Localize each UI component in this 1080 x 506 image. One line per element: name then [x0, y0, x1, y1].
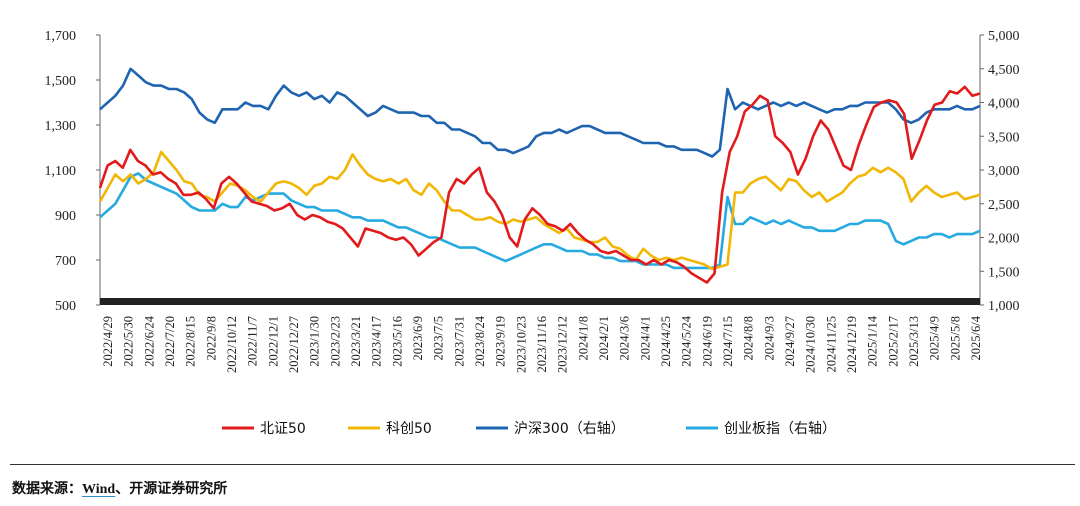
source-suffix: 、开源证券研究所: [115, 481, 228, 497]
source-note: 数据来源：Wind、开源证券研究所: [12, 478, 227, 498]
left-y-tick-label: 900: [55, 209, 76, 224]
x-tick-label: 2024/9/3: [762, 316, 776, 360]
x-tick-label: 2024/8/8: [742, 316, 756, 360]
x-tick-label: 2023/9/19: [494, 316, 508, 367]
x-tick-label: 2025/5/8: [948, 316, 962, 360]
left-y-axis: 500 700 900 1,100 1,300 1,500 1,700: [45, 29, 100, 314]
x-tick-label: 2022/5/30: [122, 316, 136, 367]
left-y-tick-label: 1,700: [45, 29, 77, 44]
series-line-1: [98, 150, 981, 271]
x-tick-label: 2024/4/1: [638, 316, 652, 360]
x-tick-label: 2023/2/23: [328, 316, 342, 367]
legend-label: 创业板指（右轴）: [724, 421, 836, 437]
x-tick-label: 2022/9/8: [204, 316, 218, 360]
line-chart: 500 700 900 1,100 1,300 1,500 1,700 1,000 1,500…: [45, 29, 1020, 437]
series-layer: [98, 67, 981, 284]
x-tick-label: 2023/10/23: [514, 316, 528, 373]
x-tick-label: 2023/5/16: [390, 316, 404, 367]
legend-label: 沪深300（右轴）: [514, 421, 625, 437]
left-y-tick-label: 500: [55, 299, 76, 314]
x-tick-label: 2022/6/24: [142, 315, 156, 366]
x-tick-label: 2022/4/29: [101, 316, 115, 367]
legend-label: 科创50: [386, 421, 432, 437]
x-tick-label: 2024/12/19: [845, 316, 859, 373]
x-tick-label: 2024/5/24: [680, 315, 694, 366]
x-tick-label: 2023/12/12: [556, 316, 570, 373]
x-tick-label: 2023/7/5: [432, 316, 446, 360]
x-axis-date-band: [100, 298, 980, 305]
x-tick-label: 2024/4/25: [659, 316, 673, 367]
x-tick-label: 2024/10/30: [804, 316, 818, 373]
x-tick-label: 2023/3/21: [349, 316, 363, 367]
x-axis: 2022/4/29 2022/5/30 2022/6/24 2022/7/20 2022…: [101, 315, 983, 373]
x-tick-label: 2025/3/13: [907, 316, 921, 367]
x-tick-label: 2024/3/6: [618, 316, 632, 360]
right-y-tick-label: 4,000: [988, 97, 1020, 112]
x-tick-label: 2023/1/30: [308, 316, 322, 367]
left-y-tick-label: 1,500: [45, 74, 77, 89]
x-tick-label: 2024/1/8: [576, 316, 590, 360]
divider-rule: [10, 464, 1075, 465]
left-y-tick-label: 1,300: [45, 119, 77, 134]
right-y-axis: 1,000 1,500 2,000 2,500 3,000 3,500 4,000 4,500…: [980, 29, 1020, 314]
left-y-tick-label: 700: [55, 254, 76, 269]
x-tick-label: 2024/6/19: [700, 316, 714, 367]
x-tick-label: 2024/2/1: [597, 316, 611, 360]
x-tick-label: 2023/8/24: [473, 315, 487, 366]
right-y-tick-label: 5,000: [988, 29, 1020, 44]
x-tick-label: 2022/7/20: [163, 316, 177, 367]
right-y-tick-label: 2,000: [988, 232, 1020, 247]
x-tick-label: 2025/1/14: [866, 315, 880, 366]
x-tick-label: 2022/12/1: [266, 316, 280, 367]
right-y-tick-label: 2,500: [988, 198, 1020, 213]
right-y-tick-label: 1,500: [988, 265, 1020, 280]
series-line-2: [99, 67, 981, 158]
x-tick-label: 2024/7/15: [721, 316, 735, 367]
source-wind: Wind: [82, 482, 116, 497]
x-tick-label: 2022/11/7: [246, 316, 260, 366]
x-tick-label: 2023/7/31: [452, 316, 466, 367]
right-y-tick-label: 4,500: [988, 63, 1020, 78]
x-tick-label: 2023/6/9: [411, 316, 425, 360]
x-tick-label: 2022/8/15: [184, 316, 198, 367]
x-tick-label: 2023/4/17: [370, 316, 384, 367]
left-y-tick-label: 1,100: [45, 164, 77, 179]
x-tick-label: 2022/12/27: [287, 316, 301, 373]
x-tick-label: 2025/2/17: [886, 316, 900, 367]
x-tick-label: 2024/9/27: [783, 316, 797, 367]
x-tick-label: 2025/6/4: [969, 315, 983, 360]
x-tick-label: 2024/11/25: [824, 316, 838, 372]
x-tick-label: 2025/4/9: [928, 316, 942, 360]
source-prefix: 数据来源：: [12, 481, 82, 497]
series-line-3: [99, 172, 981, 270]
legend-label: 北证50: [260, 421, 306, 437]
right-y-tick-label: 3,000: [988, 164, 1020, 179]
legend: 北证50 科创50 沪深300（右轴） 创业板指（右轴）: [222, 421, 836, 437]
right-y-tick-label: 1,000: [988, 299, 1020, 314]
x-tick-label: 2022/10/12: [225, 316, 239, 373]
series-line-0: [98, 85, 981, 284]
right-y-tick-label: 3,500: [988, 130, 1020, 145]
x-tick-label: 2023/11/16: [535, 316, 549, 372]
